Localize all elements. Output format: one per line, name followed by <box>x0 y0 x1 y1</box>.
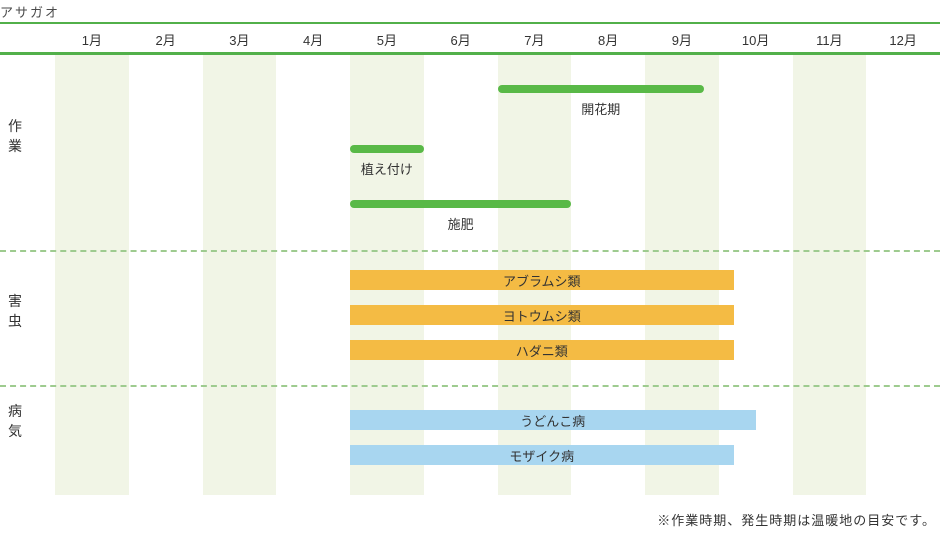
section-label-work: 作業 <box>8 117 36 156</box>
section-divider <box>0 250 940 252</box>
month-label: 8月 <box>598 30 618 49</box>
bar-work <box>350 145 424 153</box>
month-header: 1月 2月 3月 4月 5月 6月 7月 8月 9月 10月 11月 12月 <box>55 30 940 50</box>
month-label: 11月 <box>816 30 843 49</box>
background-stripe <box>793 55 867 495</box>
month-label: 7月 <box>524 30 544 49</box>
bar-work <box>350 200 571 208</box>
calendar-chart: 1月 2月 3月 4月 5月 6月 7月 8月 9月 10月 11月 12月 開花期植え付け施肥アブラ… <box>0 22 940 512</box>
month-label: 4月 <box>303 30 323 49</box>
month-label: 12月 <box>889 30 916 49</box>
bar-label: 植え付け <box>361 159 413 178</box>
month-label: 3月 <box>229 30 249 49</box>
bar-label: 開花期 <box>581 99 620 118</box>
bar-label: 施肥 <box>448 214 474 233</box>
section-label-pests: 害虫 <box>8 292 36 331</box>
background-stripe <box>203 55 277 495</box>
bar-work <box>498 85 705 93</box>
section-divider <box>0 385 940 387</box>
bar-pests: アブラムシ類 <box>350 270 734 290</box>
footnote: ※作業時期、発生時期は温暖地の目安です。 <box>657 510 936 529</box>
plant-title: アサガオ <box>0 2 60 21</box>
month-label: 10月 <box>742 30 769 49</box>
month-label: 1月 <box>82 30 102 49</box>
grid-area: 開花期植え付け施肥アブラムシ類ヨトウムシ類ハダニ類うどんこ病モザイク病 <box>55 55 940 495</box>
month-label: 9月 <box>672 30 692 49</box>
bar-pests: ヨトウムシ類 <box>350 305 734 325</box>
bar-disease: モザイク病 <box>350 445 734 465</box>
bar-disease: うどんこ病 <box>350 410 756 430</box>
rule-top <box>0 22 940 24</box>
month-label: 6月 <box>451 30 471 49</box>
bar-pests: ハダニ類 <box>350 340 734 360</box>
month-label: 2月 <box>156 30 176 49</box>
background-stripe <box>55 55 129 495</box>
section-label-disease: 病気 <box>8 402 36 441</box>
month-label: 5月 <box>377 30 397 49</box>
